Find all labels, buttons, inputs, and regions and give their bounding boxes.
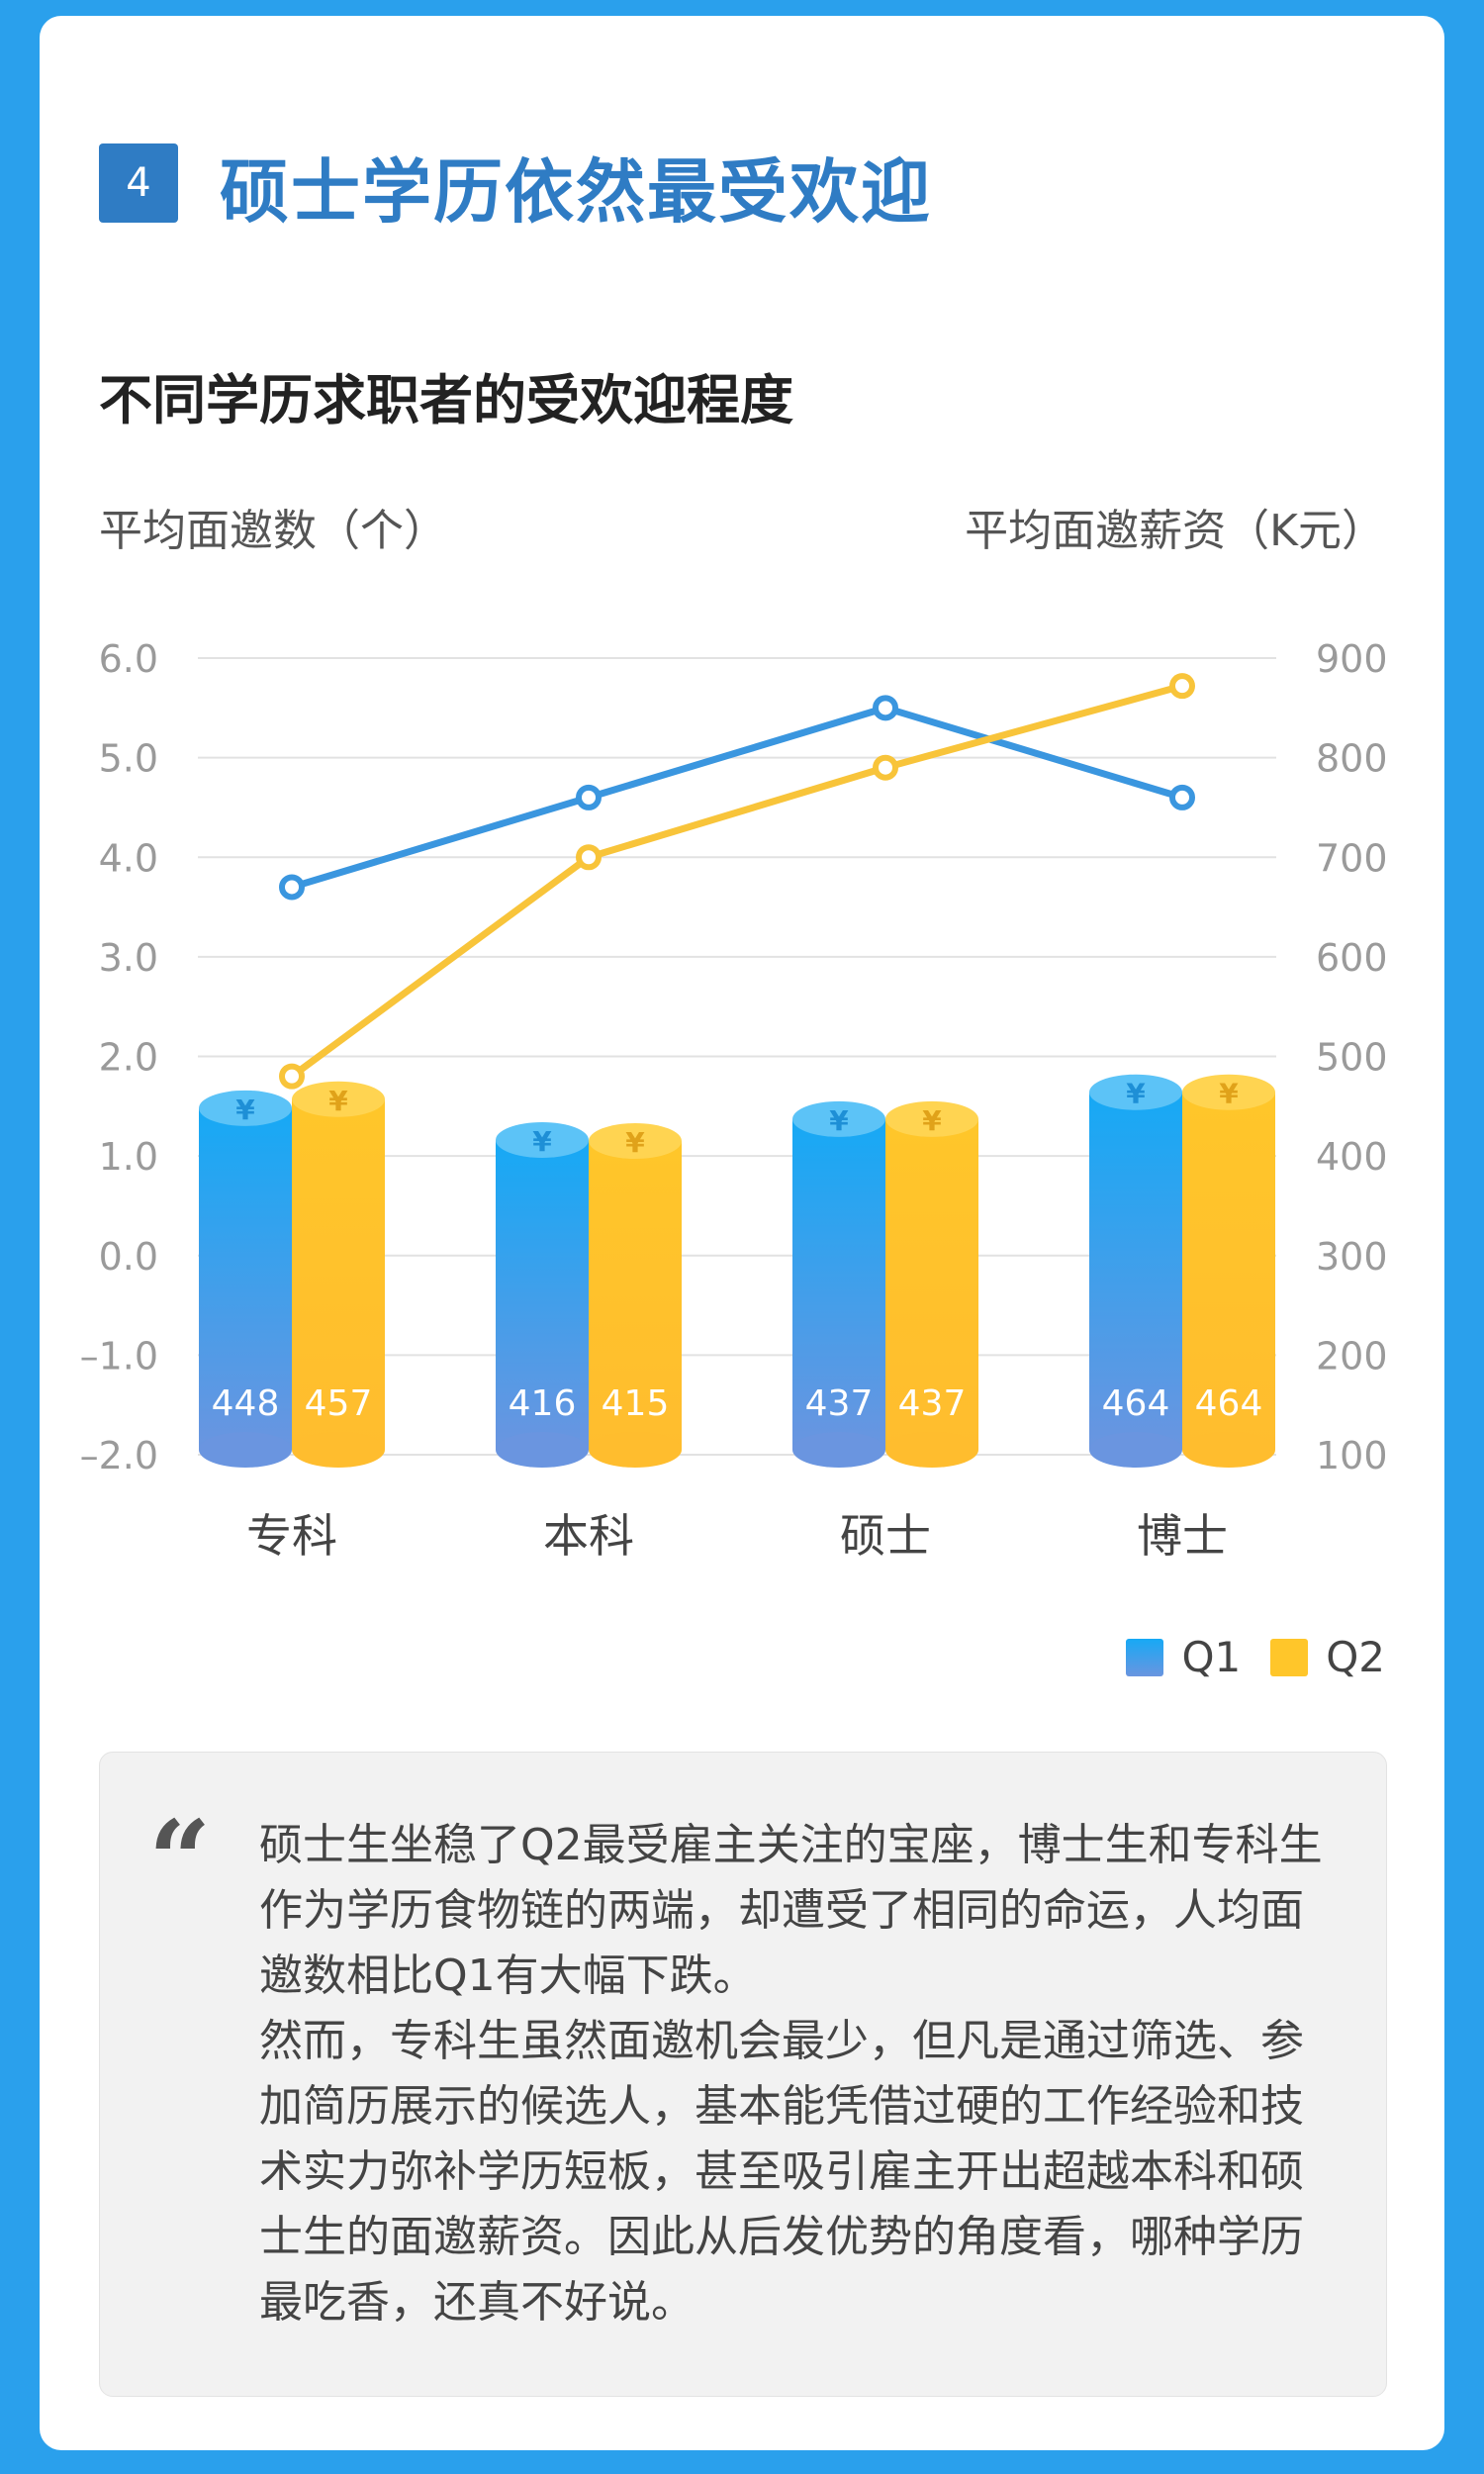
y-left-tick-label: 2.0 xyxy=(99,1036,158,1080)
category-label: 博士 xyxy=(1137,1509,1228,1563)
bar-q1 xyxy=(1089,1092,1182,1450)
bar-base-q1 xyxy=(792,1432,885,1468)
bar-cap-q1 xyxy=(496,1122,589,1159)
bar-cap-q2 xyxy=(1182,1074,1275,1110)
line-q1 xyxy=(290,704,1184,891)
yuan-icon: ¥ xyxy=(1126,1078,1146,1110)
bar-q1 xyxy=(792,1118,885,1450)
bar-base-q2 xyxy=(589,1432,682,1468)
line-point-q1 xyxy=(1169,784,1195,810)
y-left-tick-label: –1.0 xyxy=(80,1334,158,1378)
line-q2 xyxy=(289,682,1183,1080)
legend-swatch-q2 xyxy=(1270,1638,1309,1676)
commentary-text: 硕士生坐稳了Q2最受雇主关注的宝座，博士生和专科生作为学历食物链的两端，却遭受了… xyxy=(259,1813,1328,2335)
bar-base-q2 xyxy=(1182,1432,1275,1468)
y-left-tick-label: 5.0 xyxy=(99,737,158,781)
y-right-tick-label: 200 xyxy=(1316,1334,1388,1378)
bar-cap-q1 xyxy=(792,1100,885,1137)
y-right-tick-label: 500 xyxy=(1316,1036,1388,1080)
bar-base-q1 xyxy=(1089,1432,1182,1468)
line-point-q2 xyxy=(279,1063,305,1090)
line-point-q2 xyxy=(873,754,898,781)
bar-cap-q2 xyxy=(885,1100,978,1137)
bar-cap-q1 xyxy=(199,1090,292,1126)
y-left-tick-label: 6.0 xyxy=(99,637,158,681)
yuan-icon: ¥ xyxy=(235,1094,255,1126)
bar-q2 xyxy=(589,1141,682,1450)
yuan-icon: ¥ xyxy=(1219,1078,1239,1110)
line-point-q1 xyxy=(279,874,305,901)
bar-value-label: 437 xyxy=(898,1383,967,1424)
legend-swatch-q1 xyxy=(1126,1638,1164,1676)
commentary-box xyxy=(99,1752,1387,2397)
bar-value-label: 437 xyxy=(805,1383,874,1424)
bar-cap-q1 xyxy=(1089,1074,1182,1110)
bar-base-q1 xyxy=(496,1432,589,1468)
category-label: 硕士 xyxy=(840,1509,931,1563)
y-right-tick-label: 400 xyxy=(1316,1135,1388,1179)
bar-base-q1 xyxy=(199,1432,292,1468)
bar-q1 xyxy=(496,1140,589,1450)
legend-item-q1: Q1 xyxy=(1126,1633,1241,1681)
y-left-tick-label: 4.0 xyxy=(99,836,158,880)
bar-value-label: 415 xyxy=(602,1383,670,1424)
bar-value-label: 464 xyxy=(1102,1383,1170,1424)
y-right-tick-label: 600 xyxy=(1316,936,1388,980)
bar-q2 xyxy=(1182,1092,1275,1450)
y-left-tick-label: 0.0 xyxy=(99,1235,158,1279)
line-point-q1 xyxy=(873,695,898,721)
commentary-paragraph-1: 硕士生坐稳了Q2最受雇主关注的宝座，博士生和专科生作为学历食物链的两端，却遭受了… xyxy=(259,1820,1323,2001)
bar-q2 xyxy=(885,1118,978,1450)
chart-legend: Q1 Q2 xyxy=(1126,1633,1385,1681)
section-title: 硕士学历依然最受欢迎 xyxy=(220,151,932,233)
y-left-tick-label: 1.0 xyxy=(99,1135,158,1179)
bar-value-label: 416 xyxy=(509,1383,577,1424)
y-axis-right-label: 平均面邀薪资（K元） xyxy=(965,506,1385,556)
line-point-q1 xyxy=(576,784,602,810)
legend-item-q2: Q2 xyxy=(1270,1633,1385,1681)
yuan-icon: ¥ xyxy=(328,1085,348,1117)
y-right-tick-label: 700 xyxy=(1316,836,1388,880)
y-right-tick-label: 300 xyxy=(1316,1235,1388,1279)
line-point-q2 xyxy=(576,844,602,871)
quote-mark-icon: “ xyxy=(148,1796,212,1924)
y-left-tick-label: 3.0 xyxy=(99,936,158,980)
bar-base-q2 xyxy=(885,1432,978,1468)
y-right-tick-label: 800 xyxy=(1316,737,1388,781)
bar-cap-q2 xyxy=(589,1123,682,1160)
bar-value-label: 464 xyxy=(1195,1383,1263,1424)
y-right-tick-label: 900 xyxy=(1316,637,1388,681)
bar-base-q2 xyxy=(292,1432,385,1468)
bar-q2 xyxy=(292,1098,385,1450)
yuan-icon: ¥ xyxy=(829,1104,849,1137)
category-label: 本科 xyxy=(543,1509,634,1563)
yuan-icon: ¥ xyxy=(532,1125,552,1158)
yuan-icon: ¥ xyxy=(922,1104,942,1137)
legend-label-q1: Q1 xyxy=(1181,1633,1242,1681)
section-number-badge: 4 xyxy=(99,143,178,223)
y-left-tick-label: –2.0 xyxy=(80,1434,158,1477)
bar-value-label: 448 xyxy=(212,1383,280,1424)
category-label: 专科 xyxy=(246,1509,337,1563)
legend-label-q2: Q2 xyxy=(1326,1633,1385,1681)
chart-title: 不同学历求职者的受欢迎程度 xyxy=(99,369,793,431)
y-right-tick-label: 100 xyxy=(1316,1434,1388,1477)
dual-axis-chart: ¥ ¥ ¥ ¥ ¥ ¥ ¥ ¥ 6.0 5.0 4.0 3.0 2.0 1.0 0.0 –1.0 –2.0 90… xyxy=(80,637,1388,1563)
bar-cap-q2 xyxy=(292,1081,385,1117)
line-point-q2 xyxy=(1169,673,1195,700)
yuan-icon: ¥ xyxy=(625,1126,645,1159)
y-axis-left-label: 平均面邀数（个） xyxy=(99,506,447,556)
bar-q1 xyxy=(199,1107,292,1450)
commentary-paragraph-2: 然而，专科生虽然面邀机会最少，但凡是通过筛选、参加简历展示的候选人，基本能凭借过… xyxy=(259,2016,1304,2328)
bar-value-label: 457 xyxy=(305,1383,373,1424)
